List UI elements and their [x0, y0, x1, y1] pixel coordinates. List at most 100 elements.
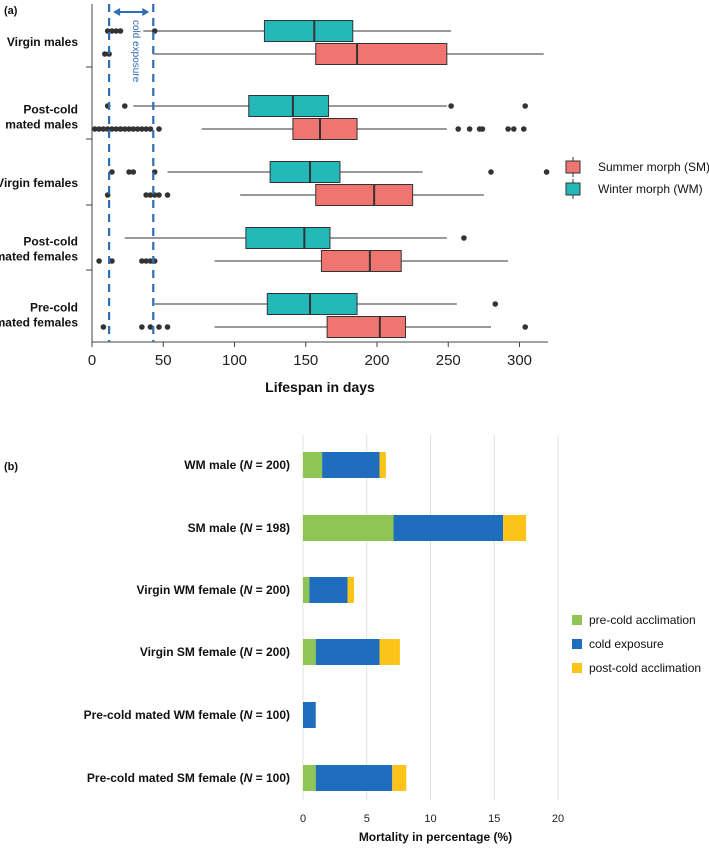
- category-label-suffix: = 198): [252, 521, 290, 535]
- outlier-point: [126, 126, 132, 132]
- outlier-point: [505, 126, 511, 132]
- arrow-head-left: [113, 8, 121, 16]
- x-tick-label: 0: [300, 813, 306, 825]
- category-label-prefix: Pre-cold mated WM female (: [84, 708, 244, 722]
- outlier-point: [96, 126, 102, 132]
- x-tick-label: 150: [293, 352, 318, 369]
- box: [315, 43, 448, 65]
- outlier-point: [156, 192, 162, 198]
- box: [315, 184, 414, 206]
- box: [248, 95, 330, 117]
- box: [320, 250, 402, 272]
- legend-swatch: [565, 182, 581, 196]
- category-label-prefix: WM male (: [184, 458, 243, 472]
- outlier-point: [147, 324, 154, 330]
- panel-label: (b): [4, 461, 18, 473]
- category-label: Post-cold: [23, 103, 78, 117]
- x-tick-label: 50: [155, 352, 172, 369]
- outlier-point: [164, 192, 171, 198]
- box: [263, 20, 354, 42]
- x-axis-title: Lifespan in days: [265, 379, 375, 395]
- outlier-point: [117, 28, 124, 34]
- outlier-point: [488, 169, 494, 175]
- outlier-point: [522, 324, 528, 330]
- x-tick-label: 15: [488, 813, 500, 825]
- outlier-point: [147, 126, 154, 132]
- bar-segment: [309, 577, 348, 603]
- outlier-point: [147, 192, 154, 198]
- outlier-point: [96, 258, 102, 264]
- bar-segment: [379, 639, 400, 665]
- outlier-point: [121, 103, 128, 109]
- bar-segment: [303, 515, 394, 541]
- bar-segment: [503, 515, 527, 541]
- category-label-n: N: [244, 521, 253, 535]
- category-label: Virgin WM female (N = 200): [136, 583, 290, 597]
- category-label: SM male (N = 198): [188, 521, 290, 535]
- outlier-point: [109, 169, 115, 175]
- x-tick-label: 20: [552, 813, 564, 825]
- bar-segment: [315, 765, 393, 791]
- category-label-n: N: [244, 708, 253, 722]
- outlier-point: [156, 324, 162, 330]
- outlier-point: [109, 126, 115, 132]
- outlier-point: [113, 126, 120, 132]
- outlier-point: [143, 126, 149, 132]
- outlier-point: [139, 324, 145, 330]
- outlier-point: [147, 258, 154, 264]
- outlier-point: [479, 126, 486, 132]
- x-tick-label: 200: [364, 352, 389, 369]
- box: [326, 316, 406, 338]
- outlier-point: [113, 28, 120, 34]
- outlier-point: [466, 126, 473, 132]
- category-label: mated females: [0, 316, 78, 330]
- outlier-point: [130, 169, 137, 175]
- outlier-point: [121, 126, 128, 132]
- category-label: Pre-cold: [30, 301, 78, 315]
- bar-segment: [393, 515, 504, 541]
- category-label-prefix: Pre-cold mated SM female (: [87, 771, 244, 785]
- legend-label: pre-cold acclimation: [589, 613, 696, 627]
- outlier-point: [100, 324, 107, 330]
- legend-swatch: [565, 160, 581, 174]
- outlier-point: [130, 126, 137, 132]
- bar-segment: [392, 765, 407, 791]
- outlier-point: [126, 169, 132, 175]
- category-label-n: N: [244, 458, 253, 472]
- outlier-point: [522, 103, 528, 109]
- category-label-prefix: Virgin SM female (: [140, 645, 244, 659]
- box: [292, 118, 358, 140]
- legend-swatch: [572, 615, 582, 625]
- x-tick-label: 300: [507, 352, 532, 369]
- outlier-point: [102, 51, 108, 57]
- category-label: WM male (N = 200): [184, 458, 290, 472]
- stacked-bar-panel: (b) 0 5 10 15 20 Mortality in percentage (%) WM…: [4, 435, 701, 844]
- outlier-point: [134, 126, 141, 132]
- outlier-point: [109, 258, 115, 264]
- legend-label: Winter morph (WM): [598, 182, 703, 196]
- bar-segment: [303, 639, 316, 665]
- category-label: Virgin SM female (N = 200): [140, 645, 290, 659]
- category-label-suffix: = 100): [252, 708, 290, 722]
- x-axis-title: Mortality in percentage (%): [359, 830, 512, 844]
- bar-segment: [379, 452, 386, 478]
- bar-segment: [303, 452, 323, 478]
- outlier-point: [156, 126, 162, 132]
- arrow-head-right: [142, 8, 150, 16]
- category-label-n: N: [244, 645, 253, 659]
- legend-label: Summer morph (SM): [598, 160, 709, 174]
- x-tick-label: 0: [88, 352, 96, 369]
- outlier-point: [543, 169, 550, 175]
- outlier-point: [520, 126, 527, 132]
- outlier-point: [143, 192, 149, 198]
- bar-segment: [322, 452, 380, 478]
- outlier-point: [139, 126, 145, 132]
- category-label-prefix: SM male (: [188, 521, 244, 535]
- box: [245, 227, 331, 249]
- category-label: Virgin males: [7, 35, 78, 49]
- category-label-suffix: = 200): [252, 583, 290, 597]
- outlier-point: [164, 324, 171, 330]
- cold-exposure-annotation: cold exposure: [130, 20, 141, 83]
